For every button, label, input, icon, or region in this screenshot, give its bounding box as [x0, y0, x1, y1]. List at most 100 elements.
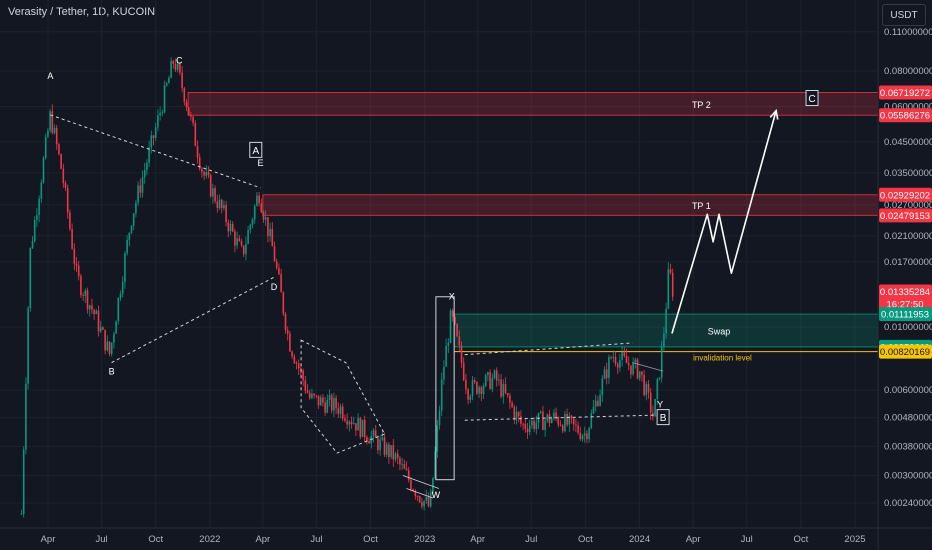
candle-body	[597, 400, 599, 406]
candle-body	[227, 222, 230, 232]
candle-body	[460, 345, 463, 363]
candle-body	[531, 420, 533, 426]
price-tick-label: 0.00600000	[884, 385, 932, 396]
chart-title: Verasity / Tether, 1D, KUCOIN	[8, 6, 156, 18]
time-tick-label: Jul	[95, 534, 107, 545]
price-axis[interactable]: 0.11000000 0.08000000 0.06000000 0.04500000…	[877, 0, 932, 550]
candle-body	[238, 238, 241, 242]
candle-body	[605, 369, 608, 379]
candle-body	[535, 422, 538, 430]
candle-body	[27, 308, 29, 384]
candle-body	[148, 147, 150, 163]
currency-selector-button[interactable]: USDT	[882, 4, 926, 26]
time-axis[interactable]: Apr Jul Oct 2022 Apr Jul Oct 2023 Apr Jul Oct 2024 A…	[0, 527, 932, 545]
candle-body	[502, 384, 505, 397]
candle-body	[660, 346, 663, 378]
candle-body	[22, 449, 25, 514]
candle-body	[165, 83, 168, 86]
candle-body	[669, 269, 672, 273]
candle-body	[440, 379, 443, 411]
wave-label: D	[271, 282, 278, 292]
price-tick-label: 0.01000000	[884, 322, 932, 333]
candle-body	[647, 383, 650, 393]
candle-body	[473, 380, 476, 382]
candle-body	[240, 241, 243, 246]
candle-body	[630, 365, 632, 375]
candle-body	[163, 85, 166, 113]
candle-body	[157, 115, 159, 128]
candle-body	[275, 261, 278, 268]
candle-body	[308, 392, 311, 399]
candle-body	[478, 387, 480, 394]
candle-body	[449, 310, 452, 343]
candle-body	[84, 290, 87, 296]
candle-body	[546, 414, 549, 421]
candle-body	[176, 63, 179, 70]
price-tag-box	[879, 344, 932, 359]
candle-body	[124, 253, 126, 282]
candle-body	[108, 341, 111, 355]
candle-body	[456, 323, 458, 337]
time-tick-label: Jul	[310, 534, 322, 545]
candle-body	[575, 424, 577, 426]
candle-body	[194, 123, 197, 146]
candle-body	[249, 224, 252, 231]
candle-body	[495, 370, 498, 381]
candle-body	[542, 411, 544, 431]
candle-body	[465, 380, 467, 390]
candle-body	[553, 412, 555, 419]
candle-body	[51, 111, 54, 133]
candle-body	[425, 497, 428, 501]
wave-label: C	[176, 56, 183, 66]
candle-body	[458, 336, 461, 346]
candle-body	[438, 410, 441, 426]
candle-body	[493, 370, 496, 379]
candle-body	[75, 263, 78, 266]
candle-body	[388, 444, 390, 458]
candle-body	[656, 379, 659, 400]
candle-body	[559, 424, 562, 426]
candle-body	[671, 272, 674, 297]
candle-body	[102, 327, 104, 330]
candle-body	[390, 445, 392, 458]
candle-body	[568, 415, 571, 425]
candle-body	[462, 362, 465, 381]
candle-body	[269, 228, 271, 237]
candle-body	[414, 491, 417, 497]
time-tick-label: 2023	[414, 534, 435, 545]
candle-body	[504, 384, 507, 393]
candle-body	[418, 496, 421, 503]
candle-body	[603, 369, 606, 379]
candle-body	[234, 231, 236, 246]
candle-body	[139, 185, 142, 193]
wave-label: Y	[657, 400, 663, 410]
candle-body	[181, 72, 183, 89]
candle-body	[132, 213, 135, 226]
candle-body	[561, 425, 564, 432]
candle-body	[174, 63, 177, 70]
candle-body	[110, 342, 113, 355]
price-tag-box	[879, 108, 932, 123]
candle-body	[385, 444, 388, 455]
candle-body	[159, 112, 161, 116]
time-tick-label: Apr	[255, 534, 270, 545]
candle-body	[663, 333, 665, 347]
candle-body	[152, 135, 155, 139]
candle-body	[146, 162, 148, 171]
wedge-top	[402, 475, 439, 489]
price-tick-label: 0.04500000	[884, 137, 932, 148]
candle-body	[42, 157, 45, 183]
candle-body	[638, 371, 641, 379]
projection-arrowhead	[769, 108, 779, 120]
price-tick-label: 0.03500000	[884, 168, 932, 179]
candle-body	[251, 219, 254, 225]
candle-body	[179, 63, 181, 73]
candle-body	[47, 130, 49, 137]
candle-body	[33, 219, 36, 242]
candle-body	[258, 195, 260, 204]
candle-body	[359, 418, 362, 437]
candle-body	[225, 205, 227, 223]
candle-body	[82, 295, 84, 296]
candle-body	[412, 489, 414, 492]
